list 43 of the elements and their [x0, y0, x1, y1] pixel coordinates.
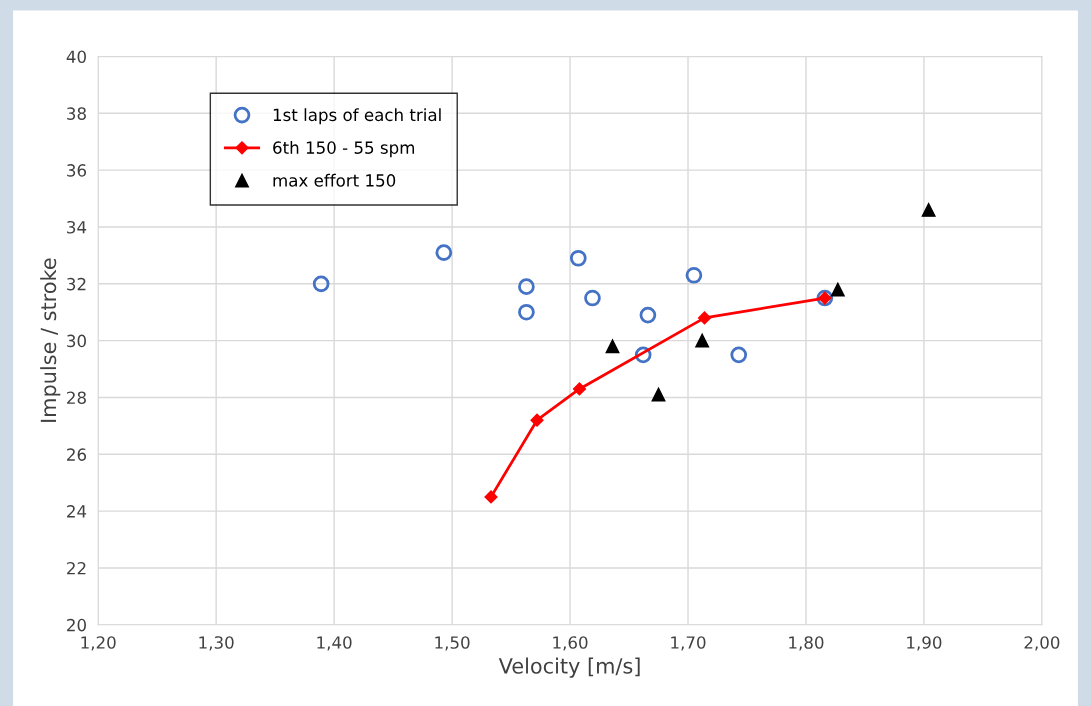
- point: [518, 278, 535, 295]
- point: [651, 387, 666, 402]
- x-tick-label: 2,00: [1024, 636, 1060, 651]
- x-tick-label: 1,20: [81, 636, 116, 651]
- y-tick-label: 34: [67, 220, 87, 234]
- x-axis-title: Velocity [m/s]: [498, 657, 640, 678]
- legend-label: 6th 150 - 55 spm: [273, 141, 415, 158]
- point: [484, 490, 498, 504]
- point: [518, 303, 535, 321]
- x-tick-label: 1,50: [435, 636, 470, 651]
- x-tick-label: 1,30: [199, 636, 234, 651]
- y-tick-label: 36: [67, 164, 87, 177]
- point: [569, 249, 587, 267]
- point: [312, 275, 330, 293]
- point: [605, 339, 620, 354]
- y-tick-label: 38: [67, 107, 86, 120]
- y-tick-label: 24: [67, 505, 87, 518]
- point: [572, 382, 587, 396]
- y-tick-label: 32: [67, 277, 86, 291]
- y-tick-label: 40: [66, 50, 86, 64]
- x-tick-label: 1,40: [317, 636, 352, 651]
- point: [530, 413, 544, 427]
- y-tick-label: 30: [67, 334, 86, 348]
- point: [435, 244, 453, 261]
- legend-label: max effort 150: [273, 173, 396, 187]
- legend-label: 1st laps of each trial: [273, 108, 441, 125]
- x-tick-label: 1,90: [907, 636, 942, 651]
- point: [697, 311, 712, 325]
- y-tick-label: 22: [67, 561, 86, 575]
- point: [921, 202, 936, 217]
- x-tick-label: 1,60: [553, 636, 588, 651]
- point: [830, 282, 845, 297]
- point: [730, 346, 748, 364]
- point: [584, 289, 601, 307]
- point: [685, 266, 703, 284]
- x-tick-label: 1,80: [789, 636, 824, 651]
- y-tick-label: 20: [67, 618, 86, 632]
- point: [639, 306, 657, 324]
- y-axis-title: Impulse / stroke: [40, 258, 61, 422]
- y-tick-label: 28: [67, 391, 86, 405]
- point: [695, 333, 710, 348]
- y-tick-label: 26: [67, 448, 87, 461]
- x-tick-label: 1,70: [671, 636, 706, 651]
